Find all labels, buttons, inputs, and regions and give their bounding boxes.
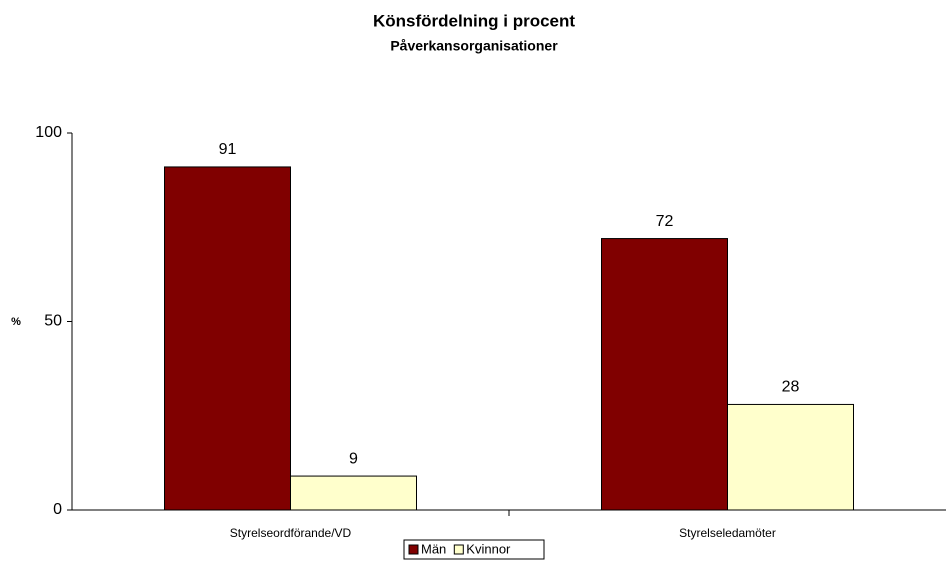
value-label: 28	[782, 379, 800, 396]
legend-box	[403, 539, 545, 560]
legend-label: Män	[421, 541, 446, 556]
bar	[727, 403, 854, 511]
legend-swatch	[453, 544, 464, 555]
y-tick-label: 50	[44, 313, 62, 330]
bar	[601, 238, 728, 511]
value-label: 91	[219, 141, 237, 158]
value-label: 9	[349, 450, 358, 467]
bar	[290, 475, 417, 511]
chart-subtitle: Påverkansorganisationer	[390, 38, 558, 54]
x-tick-label: Styrelseordförande/VD	[230, 526, 352, 540]
x-tick-label: Styrelseledamöter	[679, 526, 776, 540]
y-axis-label: %	[11, 316, 21, 328]
y-tick-label: 0	[53, 501, 62, 518]
legend-label: Kvinnor	[466, 541, 511, 556]
bar	[164, 166, 291, 511]
legend-swatch	[408, 544, 419, 555]
y-tick-label: 100	[35, 124, 62, 141]
chart-title: Könsfördelning i procent	[373, 11, 575, 30]
value-label: 72	[656, 213, 674, 230]
